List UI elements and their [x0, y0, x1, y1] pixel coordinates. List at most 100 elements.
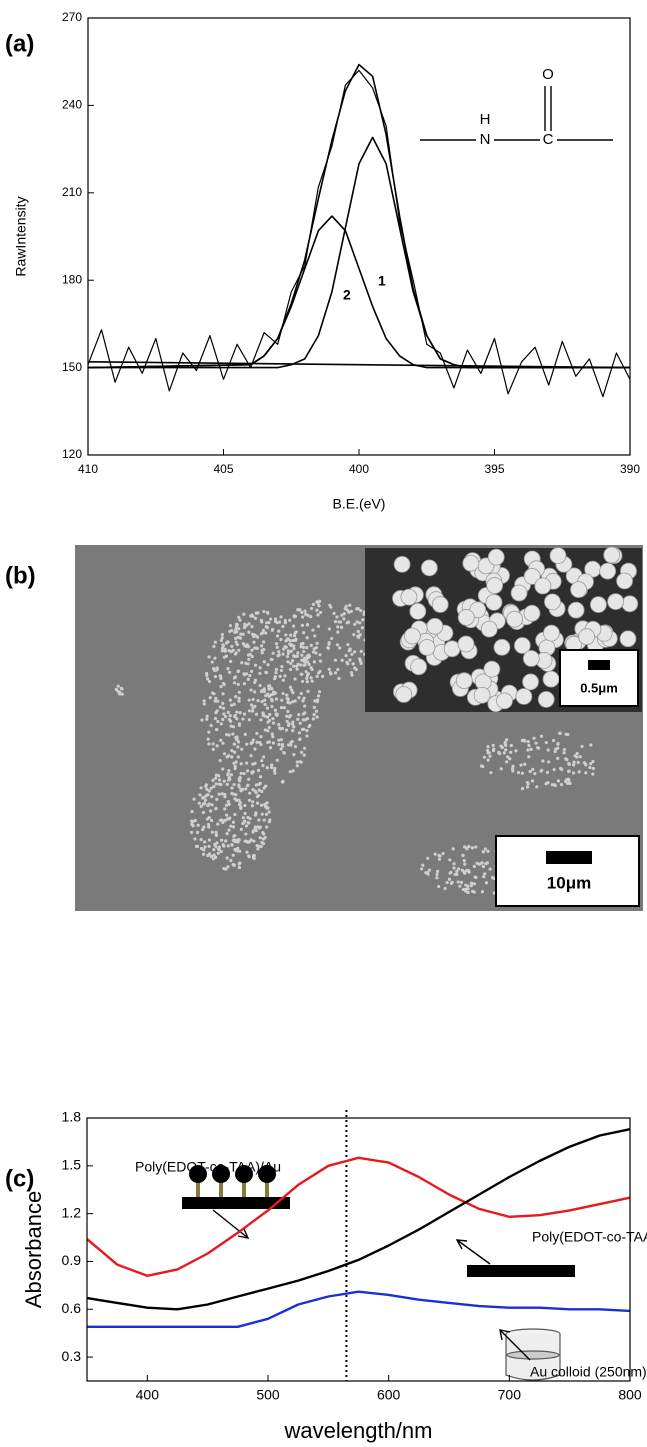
particle [219, 849, 223, 854]
particle [257, 826, 261, 830]
particle [307, 653, 311, 657]
particle [236, 745, 240, 749]
particle [225, 782, 229, 786]
particle [231, 732, 235, 736]
particle [465, 847, 469, 851]
particle [227, 768, 231, 773]
particle [306, 672, 311, 676]
particle [294, 630, 298, 634]
particle [295, 760, 299, 764]
particle [449, 870, 453, 874]
particle [228, 624, 233, 628]
particle [300, 623, 305, 627]
particle [209, 786, 213, 790]
particle [477, 862, 482, 866]
particle [239, 762, 243, 766]
particle [469, 884, 473, 888]
particle [200, 796, 205, 800]
particle [535, 785, 539, 789]
particle [458, 884, 462, 888]
particle [206, 793, 210, 797]
particle [556, 742, 560, 746]
particle [527, 743, 531, 748]
particle [216, 847, 220, 851]
particle [261, 631, 265, 635]
particle [395, 686, 413, 703]
particle [249, 754, 253, 758]
panel-label: (c) [5, 1165, 34, 1192]
particle [203, 798, 208, 802]
particle [252, 853, 256, 858]
particle [301, 679, 305, 684]
particle [502, 751, 506, 755]
particle [288, 667, 293, 672]
particle [223, 792, 227, 797]
particle [220, 838, 224, 842]
particle [228, 698, 232, 702]
particle [237, 627, 241, 631]
particle [315, 700, 319, 704]
particle [307, 662, 311, 667]
series-label: Au colloid (250nm) [530, 1364, 647, 1380]
particle [232, 750, 237, 754]
particle [302, 631, 306, 635]
particle [353, 622, 357, 626]
particle [461, 853, 465, 858]
particle [463, 871, 467, 875]
particle [224, 839, 228, 843]
particle [562, 747, 567, 752]
particle [239, 827, 243, 831]
y-tick-label: 1.8 [62, 1109, 82, 1125]
particle [318, 659, 323, 663]
particle [299, 663, 303, 667]
particle [269, 766, 274, 770]
particle [471, 889, 475, 893]
particle [211, 666, 216, 671]
particle [305, 636, 309, 640]
particle [225, 832, 229, 836]
particle [483, 847, 488, 851]
particle [231, 853, 235, 857]
particle [291, 700, 295, 704]
particle [400, 588, 418, 606]
particle [251, 709, 255, 713]
particle [355, 607, 359, 611]
scale-bar [546, 851, 592, 864]
series-line [86, 1156, 631, 1277]
particle [296, 662, 300, 666]
particle [253, 680, 257, 685]
particle [203, 840, 207, 844]
particle [251, 800, 255, 804]
particle [470, 846, 475, 850]
particle [236, 669, 241, 673]
particle [333, 658, 338, 662]
particle [463, 862, 467, 866]
particle [231, 838, 235, 842]
y-tick-label: 240 [62, 98, 82, 112]
particle [294, 637, 298, 641]
particle [516, 770, 521, 775]
particle [567, 778, 571, 782]
particle [227, 648, 231, 653]
particle [271, 735, 275, 739]
particle [326, 646, 330, 650]
series-line [88, 136, 630, 369]
particle [270, 699, 274, 703]
particle [435, 872, 439, 877]
particle [236, 846, 240, 850]
particle [348, 647, 352, 651]
particle [488, 754, 492, 758]
particle [511, 764, 515, 768]
particle [229, 724, 233, 728]
particle [242, 672, 246, 676]
particle [483, 660, 501, 678]
particle [536, 746, 540, 750]
particle [297, 731, 301, 735]
particle [435, 876, 439, 880]
particle [510, 584, 528, 602]
particle [274, 670, 278, 675]
particle [303, 704, 307, 708]
particle [295, 654, 299, 658]
particle [257, 793, 261, 798]
particle [221, 741, 225, 745]
